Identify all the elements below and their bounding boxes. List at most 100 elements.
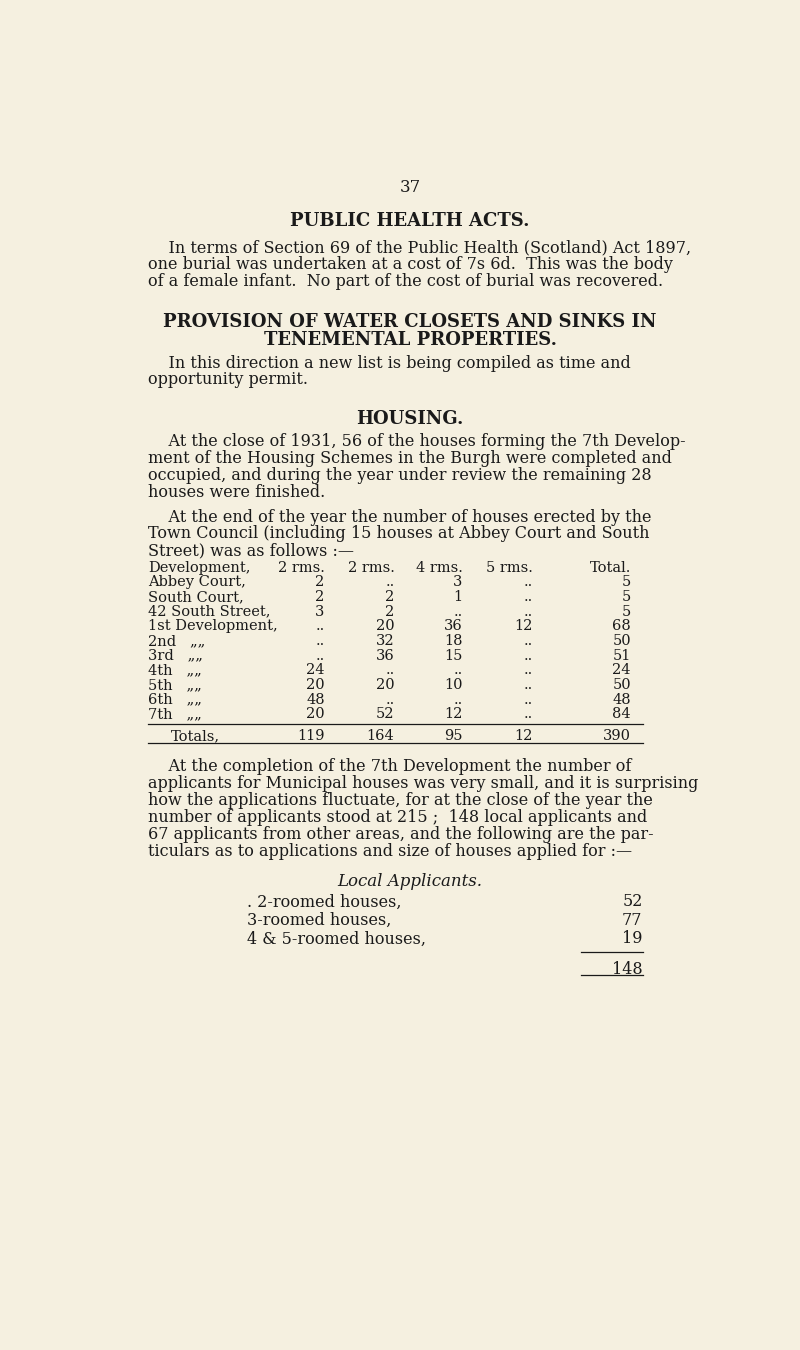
Text: 20: 20	[376, 620, 394, 633]
Text: 5: 5	[622, 575, 631, 590]
Text: 12: 12	[514, 729, 533, 744]
Text: 36: 36	[376, 648, 394, 663]
Text: 12: 12	[514, 620, 533, 633]
Text: ..: ..	[523, 605, 533, 618]
Text: how the applications fluctuate, for at the close of the year the: how the applications fluctuate, for at t…	[148, 792, 653, 809]
Text: In terms of Section 69 of the Public Health (Scotland) Act 1897,: In terms of Section 69 of the Public Hea…	[148, 239, 691, 256]
Text: 164: 164	[366, 729, 394, 744]
Text: 148: 148	[612, 961, 642, 979]
Text: 24: 24	[612, 663, 631, 678]
Text: 1: 1	[454, 590, 462, 603]
Text: 3: 3	[454, 575, 462, 590]
Text: 18: 18	[444, 634, 462, 648]
Text: 390: 390	[603, 729, 631, 744]
Text: 32: 32	[376, 634, 394, 648]
Text: PROVISION OF WATER CLOSETS AND SINKS IN: PROVISION OF WATER CLOSETS AND SINKS IN	[163, 313, 657, 331]
Text: 24: 24	[306, 663, 325, 678]
Text: one burial was undertaken at a cost of 7s 6d.  This was the body: one burial was undertaken at a cost of 7…	[148, 256, 673, 273]
Text: 2nd   „„: 2nd „„	[148, 634, 206, 648]
Text: occupied, and during the year under review the remaining 28: occupied, and during the year under revi…	[148, 467, 652, 483]
Text: 3: 3	[315, 605, 325, 618]
Text: 42 South Street,: 42 South Street,	[148, 605, 270, 618]
Text: 84: 84	[612, 707, 631, 721]
Text: 52: 52	[376, 707, 394, 721]
Text: In this direction a new list is being compiled as time and: In this direction a new list is being co…	[148, 355, 630, 371]
Text: 2 rms.: 2 rms.	[348, 560, 394, 575]
Text: ..: ..	[523, 663, 533, 678]
Text: number of applicants stood at 215 ;  148 local applicants and: number of applicants stood at 215 ; 148 …	[148, 809, 647, 826]
Text: 48: 48	[612, 693, 631, 706]
Text: 1st Development,: 1st Development,	[148, 620, 278, 633]
Text: ..: ..	[523, 678, 533, 693]
Text: 6th   „„: 6th „„	[148, 693, 202, 706]
Text: South Court,: South Court,	[148, 590, 244, 603]
Text: 10: 10	[444, 678, 462, 693]
Text: . 2-roomed houses,: . 2-roomed houses,	[247, 894, 402, 910]
Text: Street) was as follows :—: Street) was as follows :—	[148, 543, 354, 559]
Text: 5: 5	[622, 590, 631, 603]
Text: HOUSING.: HOUSING.	[356, 410, 464, 428]
Text: 5 rms.: 5 rms.	[486, 560, 533, 575]
Text: 119: 119	[298, 729, 325, 744]
Text: Abbey Court,: Abbey Court,	[148, 575, 246, 590]
Text: At the close of 1931, 56 of the houses forming the 7th Develop-: At the close of 1931, 56 of the houses f…	[148, 433, 686, 450]
Text: ..: ..	[523, 634, 533, 648]
Text: 19: 19	[622, 930, 642, 948]
Text: TENEMENTAL PROPERTIES.: TENEMENTAL PROPERTIES.	[263, 331, 557, 350]
Text: ..: ..	[315, 620, 325, 633]
Text: 2: 2	[386, 590, 394, 603]
Text: ment of the Housing Schemes in the Burgh were completed and: ment of the Housing Schemes in the Burgh…	[148, 450, 672, 467]
Text: 3-roomed houses,: 3-roomed houses,	[247, 913, 392, 929]
Text: 4 rms.: 4 rms.	[416, 560, 462, 575]
Text: 2: 2	[315, 575, 325, 590]
Text: 50: 50	[612, 678, 631, 693]
Text: applicants for Municipal houses was very small, and it is surprising: applicants for Municipal houses was very…	[148, 775, 698, 792]
Text: PUBLIC HEALTH ACTS.: PUBLIC HEALTH ACTS.	[290, 212, 530, 230]
Text: 67 applicants from other areas, and the following are the par-: 67 applicants from other areas, and the …	[148, 826, 654, 842]
Text: Development,: Development,	[148, 560, 250, 575]
Text: ..: ..	[454, 663, 462, 678]
Text: 95: 95	[444, 729, 462, 744]
Text: 4 & 5-roomed houses,: 4 & 5-roomed houses,	[247, 930, 426, 948]
Text: 2: 2	[315, 590, 325, 603]
Text: 20: 20	[306, 678, 325, 693]
Text: ticulars as to applications and size of houses applied for :—: ticulars as to applications and size of …	[148, 842, 632, 860]
Text: ..: ..	[523, 575, 533, 590]
Text: ..: ..	[523, 648, 533, 663]
Text: 51: 51	[613, 648, 631, 663]
Text: ..: ..	[315, 634, 325, 648]
Text: of a female infant.  No part of the cost of burial was recovered.: of a female infant. No part of the cost …	[148, 273, 663, 290]
Text: 12: 12	[444, 707, 462, 721]
Text: Local Applicants.: Local Applicants.	[338, 873, 482, 891]
Text: 48: 48	[306, 693, 325, 706]
Text: ..: ..	[454, 693, 462, 706]
Text: ..: ..	[386, 663, 394, 678]
Text: Town Council (including 15 houses at Abbey Court and South: Town Council (including 15 houses at Abb…	[148, 525, 650, 543]
Text: 2 rms.: 2 rms.	[278, 560, 325, 575]
Text: ..: ..	[386, 575, 394, 590]
Text: 50: 50	[612, 634, 631, 648]
Text: ..: ..	[523, 707, 533, 721]
Text: ..: ..	[523, 590, 533, 603]
Text: At the completion of the 7th Development the number of: At the completion of the 7th Development…	[148, 757, 631, 775]
Text: opportunity permit.: opportunity permit.	[148, 371, 308, 389]
Text: 5th   „„: 5th „„	[148, 678, 202, 693]
Text: ..: ..	[523, 693, 533, 706]
Text: 77: 77	[622, 913, 642, 929]
Text: 7th   „„: 7th „„	[148, 707, 202, 721]
Text: Total.: Total.	[590, 560, 631, 575]
Text: 52: 52	[622, 894, 642, 910]
Text: ..: ..	[454, 605, 462, 618]
Text: 4th   „„: 4th „„	[148, 663, 202, 678]
Text: ..: ..	[386, 693, 394, 706]
Text: 5: 5	[622, 605, 631, 618]
Text: 68: 68	[612, 620, 631, 633]
Text: houses were finished.: houses were finished.	[148, 483, 326, 501]
Text: 2: 2	[386, 605, 394, 618]
Text: Totals,: Totals,	[171, 729, 221, 744]
Text: 15: 15	[444, 648, 462, 663]
Text: 3rd   „„: 3rd „„	[148, 648, 203, 663]
Text: 20: 20	[376, 678, 394, 693]
Text: 37: 37	[399, 180, 421, 196]
Text: 20: 20	[306, 707, 325, 721]
